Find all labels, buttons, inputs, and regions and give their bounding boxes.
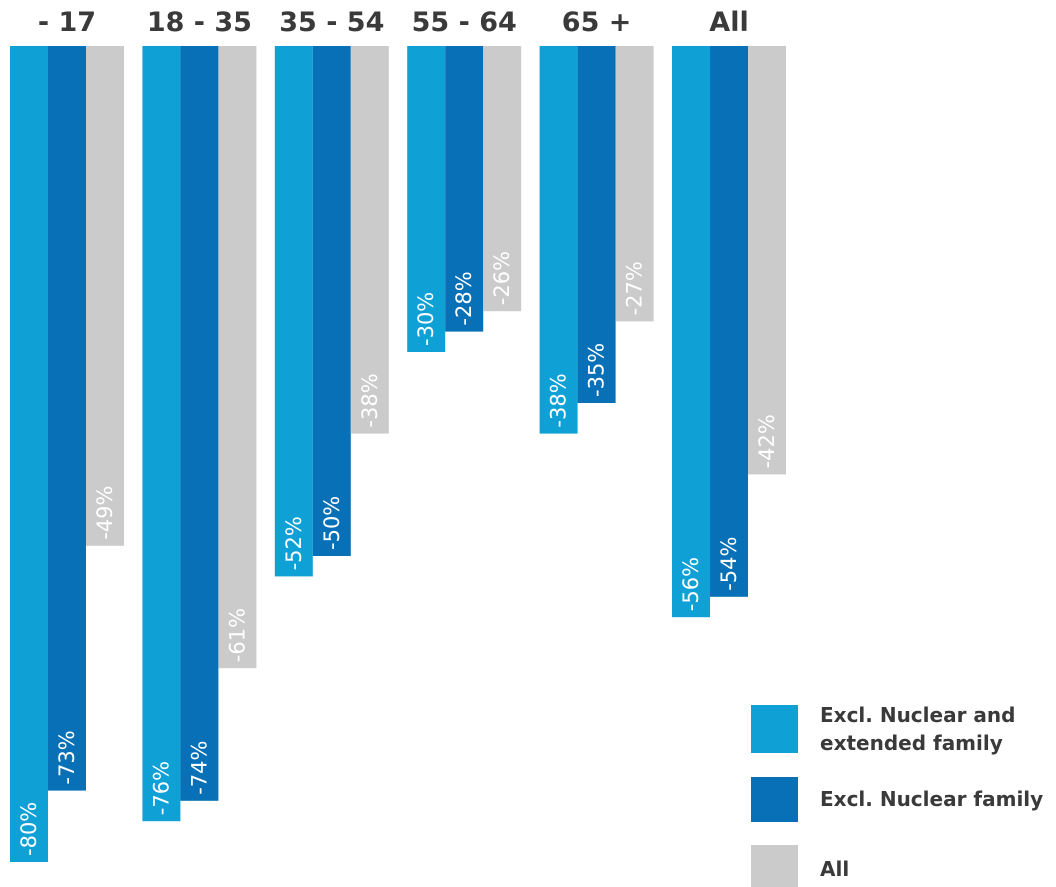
bar-value-label: -76% bbox=[149, 761, 173, 815]
bar bbox=[274, 46, 313, 577]
category-label: 55 - 64 bbox=[412, 7, 517, 38]
legend-swatch bbox=[751, 777, 798, 822]
bar-value-label: -52% bbox=[282, 516, 306, 570]
bar bbox=[48, 46, 86, 791]
bar-value-label: -74% bbox=[187, 741, 211, 795]
bar-value-label: -61% bbox=[225, 608, 249, 662]
bar-value-label: -27% bbox=[623, 261, 647, 315]
bars bbox=[10, 46, 786, 862]
bar-value-label: -56% bbox=[679, 557, 703, 611]
category-label: 18 - 35 bbox=[147, 7, 252, 38]
bar bbox=[615, 46, 654, 322]
bar bbox=[539, 46, 578, 434]
bar-value-label: -38% bbox=[358, 373, 382, 427]
bar-value-label: -73% bbox=[55, 730, 79, 784]
category-label: 65 + bbox=[562, 7, 632, 38]
bar-value-label: -80% bbox=[17, 802, 41, 856]
bar bbox=[142, 46, 181, 822]
bar bbox=[312, 46, 351, 556]
bar bbox=[577, 46, 616, 403]
bar-value-label: -50% bbox=[320, 496, 344, 550]
bar bbox=[10, 46, 48, 862]
legend-label: Excl. Nuclear and bbox=[820, 703, 1015, 727]
legend-label: Excl. Nuclear family bbox=[820, 787, 1043, 811]
legend-swatch bbox=[751, 705, 798, 753]
category-label: All bbox=[709, 7, 748, 38]
bar bbox=[672, 46, 710, 618]
bar bbox=[407, 46, 446, 352]
bar-value-label: -30% bbox=[414, 292, 438, 346]
legend-label: extended family bbox=[820, 731, 1003, 755]
legend-label: All bbox=[820, 857, 849, 881]
bar bbox=[350, 46, 389, 434]
bar-labels: -80% -73% -49% -76% -74% -61% -52% -50% -38% -30%… bbox=[17, 251, 779, 856]
bar-value-label: -26% bbox=[490, 251, 514, 305]
bar bbox=[218, 46, 257, 669]
bar bbox=[86, 46, 124, 546]
category-label: 35 - 54 bbox=[279, 7, 384, 38]
category-labels: - 17 18 - 35 35 - 54 55 - 64 65 + All bbox=[38, 7, 749, 38]
bar bbox=[180, 46, 219, 801]
bar-value-label: -28% bbox=[452, 271, 476, 325]
bar-value-label: -42% bbox=[755, 414, 779, 468]
bar-value-label: -54% bbox=[717, 537, 741, 591]
bar bbox=[748, 46, 786, 475]
legend-swatch bbox=[751, 845, 798, 887]
bar bbox=[445, 46, 484, 332]
legend: Excl. Nuclear and extended family Excl. Nu… bbox=[751, 703, 1043, 887]
bar-value-label: -35% bbox=[585, 343, 609, 397]
bar bbox=[483, 46, 522, 312]
category-label: - 17 bbox=[38, 7, 96, 38]
bar-value-label: -49% bbox=[93, 486, 117, 540]
bar-value-label: -38% bbox=[547, 373, 571, 427]
bar bbox=[710, 46, 748, 597]
